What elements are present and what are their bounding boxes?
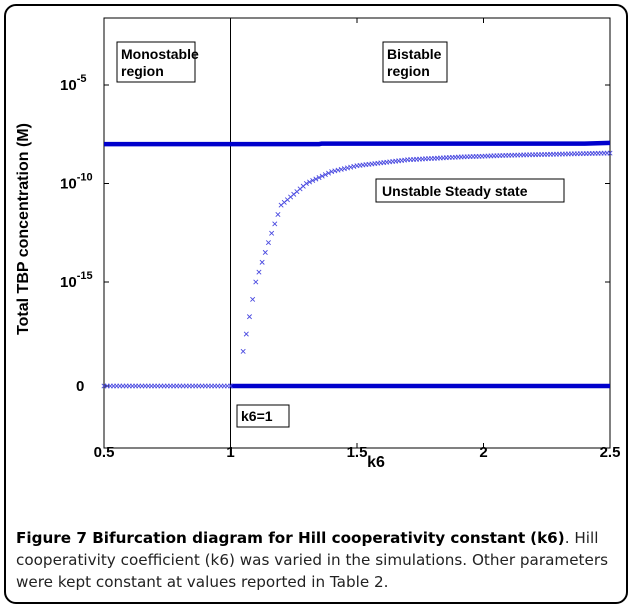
unstable_markers-point — [348, 164, 354, 170]
unstable_markers-point — [322, 172, 328, 178]
x-tick-label: 0.5 — [94, 444, 115, 461]
y-ticks: 10-5 10-10 10-15 0 — [60, 73, 610, 395]
unstable_markers-point — [253, 279, 259, 285]
unstable_markers-point — [607, 150, 613, 156]
figure-caption: Figure 7 Bifurcation diagram for Hill co… — [16, 527, 620, 593]
unstable_markers-point — [272, 221, 278, 227]
x-tick-label: 1.5 — [347, 444, 368, 461]
unstable_markers-point — [240, 348, 246, 354]
zero_branch_markers-point — [227, 383, 234, 389]
unstable_markers-point — [246, 314, 252, 320]
unstable_markers-point — [341, 166, 347, 172]
y-tick-label: 10-10 — [60, 172, 93, 193]
upper_stable-line — [104, 140, 611, 147]
monostable-label-line1: Monostable — [121, 46, 199, 62]
unstable_markers-point — [326, 170, 332, 176]
monostable-label-line2: region — [121, 63, 164, 79]
x-tick-label: 1 — [226, 444, 234, 461]
y-tick-label: 10-5 — [60, 73, 86, 94]
unstable_markers-point — [256, 269, 262, 275]
unstable_markers-point — [316, 175, 322, 181]
unstable_markers-point — [332, 168, 338, 174]
unstable_markers-point — [303, 180, 309, 187]
unstable-label: Unstable Steady state — [375, 178, 565, 203]
unstable_markers-point — [243, 331, 249, 337]
bistable-label: Bistable region — [382, 41, 448, 83]
bifurcation-chart: 0.5 1 1.5 2 2.5 10-5 10-10 10-15 0 k6 Total TBP… — [15, 17, 621, 471]
y-tick-exponent: -15 — [77, 270, 93, 282]
x-ticks: 0.5 1 1.5 2 2.5 — [94, 18, 621, 461]
monostable-label: Monostable region — [116, 41, 199, 83]
unstable_markers-point — [310, 178, 316, 184]
unstable_markers-point — [250, 296, 256, 302]
unstable_markers-point — [344, 165, 351, 171]
unstable-label-text: Unstable Steady state — [382, 183, 528, 199]
caption-label-tail: (k6) — [530, 529, 565, 547]
y-tick-label: 0 — [76, 378, 84, 395]
caption-text-2: Other parameters were kept constant at v… — [16, 551, 608, 591]
unstable_markers-point — [338, 166, 344, 172]
y-tick-label: 10-15 — [60, 270, 93, 291]
k6-equals-1-label: k6=1 — [236, 404, 290, 428]
y-axis-label: Total TBP concentration (M) — [15, 123, 32, 335]
unstable_markers-point — [313, 176, 319, 182]
y-tick-exponent: -5 — [77, 73, 87, 85]
unstable_markers-point — [335, 167, 341, 173]
unstable_markers-point — [259, 259, 265, 265]
unstable_markers-point — [262, 249, 268, 255]
unstable_markers-point — [307, 179, 313, 185]
x-axis-label: k6 — [367, 454, 385, 471]
unstable_markers-point — [269, 230, 275, 236]
figure-frame — [4, 4, 628, 604]
bistable-label-line2: region — [387, 63, 430, 79]
caption-label: Figure 7 Bifurcation diagram for Hill co… — [16, 529, 526, 547]
unstable_markers-point — [319, 173, 325, 179]
unstable_markers-point — [265, 240, 271, 246]
unstable_markers-point — [275, 211, 281, 218]
x-tick-label: 2 — [479, 444, 487, 461]
x-tick-label: 2.5 — [600, 444, 621, 461]
caption-text-1: . Hill cooperativity coefficient (k6) wa… — [16, 529, 599, 569]
k6-equals-1-text: k6=1 — [241, 408, 273, 424]
bistable-label-line1: Bistable — [387, 46, 442, 62]
unstable_markers-point — [351, 163, 357, 169]
y-tick-exponent: -10 — [77, 172, 93, 184]
series-group — [101, 140, 613, 389]
